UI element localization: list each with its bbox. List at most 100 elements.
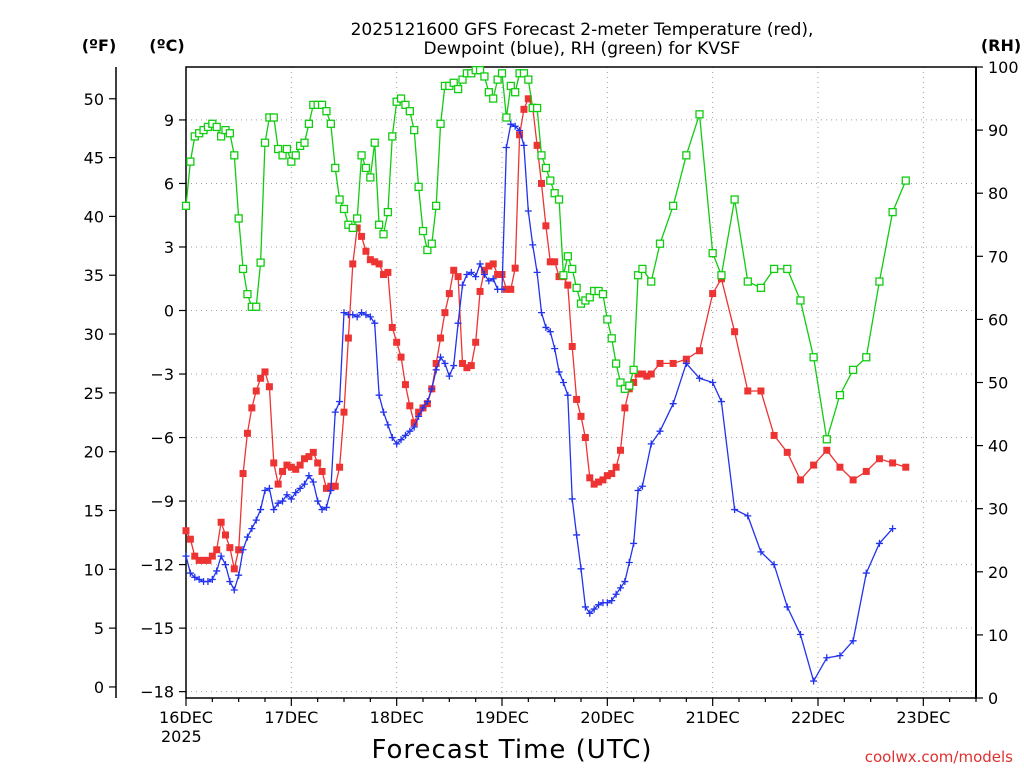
dewpoint-point [595, 601, 603, 609]
temperature-point [222, 531, 229, 539]
dewpoint-point [322, 503, 330, 511]
rh-point [695, 110, 704, 119]
temperature-point [252, 387, 260, 395]
rh-point [616, 378, 625, 387]
dewpoint-point [305, 472, 313, 480]
rh-axis-unit: (RH) [981, 36, 1021, 55]
fahrenheit-tick-label: 45 [84, 149, 104, 168]
rh-point [401, 100, 410, 110]
chart-title-line1: 2025121600 GFS Forecast 2-meter Temperat… [351, 20, 814, 40]
fahrenheit-tick-label: 30 [84, 325, 104, 344]
rh-point [502, 113, 511, 122]
rh-point [541, 163, 551, 173]
rh-tick-label: 90 [988, 121, 1008, 140]
temperature-point [239, 470, 247, 478]
temperature-point [581, 434, 589, 442]
temperature-point [406, 402, 414, 410]
rh-point [546, 176, 555, 185]
celsius-tick-label: 6 [164, 174, 174, 193]
dewpoint-point [217, 552, 225, 560]
rh-point [633, 271, 643, 280]
dewpoint-point [318, 506, 326, 514]
temperature-point [204, 556, 212, 564]
dewpoint-point [222, 561, 229, 569]
temperature-point [454, 273, 462, 281]
rh-tick-label: 100 [988, 58, 1019, 77]
fahrenheit-tick-label: 50 [84, 90, 104, 109]
dewpoint-point [292, 489, 300, 497]
fahrenheit-tick-label: 10 [84, 560, 104, 579]
temperature-point [862, 467, 870, 475]
dewpoint-point [520, 141, 528, 149]
rh-point [453, 84, 463, 94]
dewpoint-point [656, 427, 664, 435]
temperature-point [577, 412, 585, 420]
celsius-tick-label: −12 [140, 556, 174, 575]
dewpoint-point [586, 609, 594, 617]
dewpoint-point [682, 359, 690, 367]
temperature-point [274, 480, 282, 488]
temperature-point [507, 285, 515, 293]
temperature-point [445, 290, 453, 298]
temperature-point [336, 463, 344, 471]
celsius-tick-label: −6 [150, 429, 174, 448]
rh-point [423, 245, 432, 255]
dewpoint-point [208, 575, 216, 583]
rh-point [339, 204, 349, 214]
rh-point [212, 122, 221, 132]
dewpoint-point [564, 391, 572, 399]
rh-point [568, 264, 577, 274]
dewpoint-point [388, 434, 396, 442]
gridlines [186, 67, 976, 698]
temperature-point [573, 395, 581, 403]
dewpoint-point [336, 398, 344, 406]
dewpoint-point [608, 597, 616, 605]
rh-point [353, 214, 362, 223]
x-tick-label: 16DEC [159, 708, 213, 727]
temperature-point [257, 374, 265, 382]
dewpoint-point [283, 491, 291, 499]
rh-point [243, 290, 252, 299]
rh-point [638, 264, 647, 274]
rh-point [361, 163, 371, 173]
temperature-point [617, 446, 624, 454]
rh-point [730, 195, 739, 204]
dewpoint-point [533, 268, 541, 276]
rh-point [383, 207, 393, 217]
dewpoint-point [625, 558, 633, 566]
temperature-point [380, 271, 387, 279]
rh-point [519, 69, 529, 78]
temperature-point [279, 467, 287, 475]
rh-point [291, 151, 300, 160]
temperature-point [502, 285, 510, 293]
dewpoint-point [849, 637, 857, 645]
rh-point [655, 239, 665, 248]
rh-point [585, 293, 594, 302]
rh-point [388, 132, 397, 141]
dewpoint-point [529, 241, 537, 249]
rh-point [366, 173, 375, 182]
temperature-point [375, 260, 383, 268]
temperature-point [599, 476, 607, 484]
temperature-point [564, 281, 572, 289]
celsius-tick-label: 0 [164, 302, 174, 321]
fahrenheit-tick-label: 25 [84, 384, 104, 403]
temperature-point [208, 552, 216, 560]
rh-point [256, 258, 265, 267]
temperature-point [200, 556, 208, 564]
dewpoint-point [770, 561, 778, 569]
dewpoint-point [239, 546, 247, 554]
temperature-point [757, 387, 765, 395]
dewpoint-point [621, 578, 629, 586]
temperature-point [489, 260, 497, 268]
temperature-point [476, 287, 484, 295]
temperature-point [401, 381, 409, 389]
temperature-point [902, 463, 910, 471]
temperature-point [186, 535, 194, 543]
celsius-tick-label: 9 [164, 111, 174, 130]
dewpoint-point [498, 285, 506, 293]
dewpoint-point [182, 552, 190, 560]
rh-point [274, 144, 283, 154]
fahrenheit-tick-label: 20 [84, 443, 104, 462]
temperature-point [432, 359, 440, 367]
